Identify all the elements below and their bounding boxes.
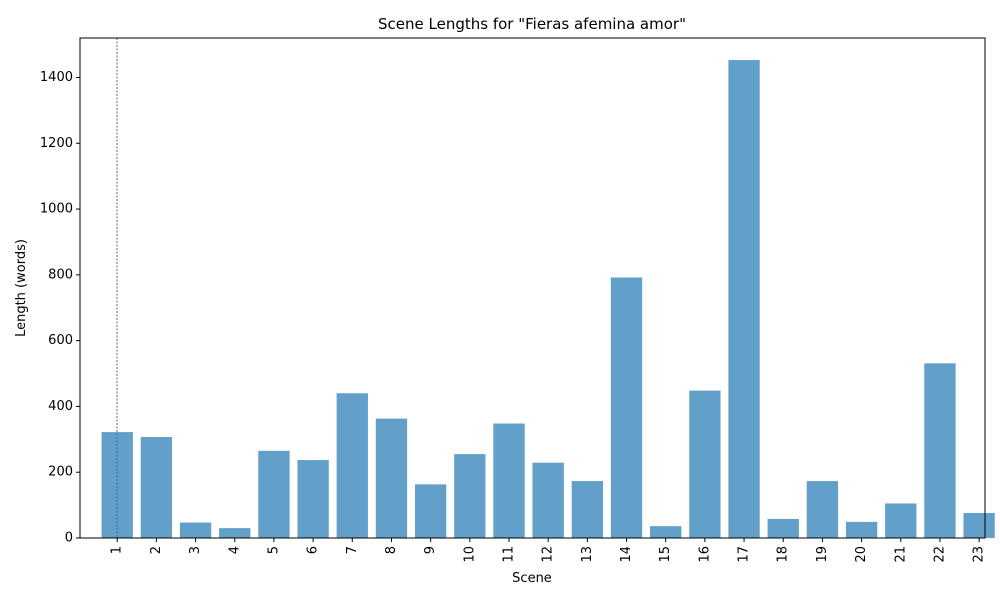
x-tick-label: 15	[658, 546, 673, 563]
bar-scene-9	[414, 484, 447, 538]
bar-scene-23	[963, 513, 995, 538]
bar-scene-2	[140, 437, 173, 538]
bar-scene-15	[650, 526, 682, 538]
bar-scene-7	[336, 393, 368, 538]
bar-scene-5	[258, 450, 290, 538]
bar-scene-16	[689, 390, 721, 538]
x-tick-label: 12	[541, 546, 556, 563]
y-axis-label: Length (words)	[14, 239, 29, 337]
bar-scene-17	[728, 60, 760, 538]
x-tick-label: 3	[188, 546, 203, 554]
x-tick-label: 1	[110, 546, 125, 554]
y-tick-label: 1200	[40, 136, 73, 151]
x-tick-label: 9	[423, 546, 438, 554]
bar-scene-11	[493, 423, 525, 538]
bar-scene-6	[297, 460, 329, 538]
x-tick-label: 11	[501, 546, 516, 563]
x-tick-label: 19	[815, 546, 830, 563]
bar-scene-18	[767, 518, 799, 538]
x-tick-label: 17	[737, 546, 752, 563]
x-tick-label: 21	[893, 546, 908, 563]
bar-scene-3	[179, 522, 212, 538]
y-tick-label: 600	[48, 333, 73, 348]
plot-frame	[79, 37, 986, 539]
x-tick-label: 4	[227, 546, 242, 554]
x-tick-label: 5	[266, 546, 281, 554]
x-tick-label: 18	[776, 546, 791, 563]
y-tick-label: 400	[48, 399, 73, 414]
x-tick-label: 8	[384, 546, 399, 554]
bar-scene-4	[219, 528, 251, 538]
x-tick-label: 7	[345, 546, 360, 554]
bar-scene-13	[571, 481, 604, 538]
x-tick-label: 16	[697, 546, 712, 563]
bar-scene-21	[885, 503, 917, 538]
plot-area: 1 2 3 4 5 6 7 8 9 10 11 12 13 14 15 16 17 18 19 20 21 22 23020…	[40, 37, 995, 563]
x-tick-label: 10	[462, 546, 477, 563]
y-tick-label: 800	[48, 267, 73, 282]
bar-scene-22	[924, 363, 956, 538]
bar-scene-12	[532, 462, 564, 538]
x-tick-label: 6	[306, 546, 321, 554]
bar-scene-10	[454, 454, 486, 538]
bar-scene-1	[101, 432, 133, 538]
x-axis-label: Scene	[512, 571, 552, 586]
bar-scene-19	[806, 481, 839, 538]
x-tick-label: 20	[854, 546, 869, 563]
x-tick-label: 22	[932, 546, 947, 563]
y-tick-label: 1400	[40, 70, 73, 85]
y-tick-label: 1000	[40, 202, 73, 217]
bar-scene-8	[375, 418, 408, 538]
chart-title: Scene Lengths for "Fieras afemina amor"	[378, 15, 686, 33]
x-tick-label: 2	[149, 546, 164, 554]
y-tick-label: 0	[65, 531, 73, 546]
x-tick-label: 23	[972, 546, 987, 563]
x-tick-label: 14	[619, 546, 634, 563]
y-tick-label: 200	[48, 465, 73, 480]
x-tick-label: 13	[580, 546, 595, 563]
bar-scene-20	[845, 521, 878, 538]
bar-scene-14	[610, 277, 643, 538]
